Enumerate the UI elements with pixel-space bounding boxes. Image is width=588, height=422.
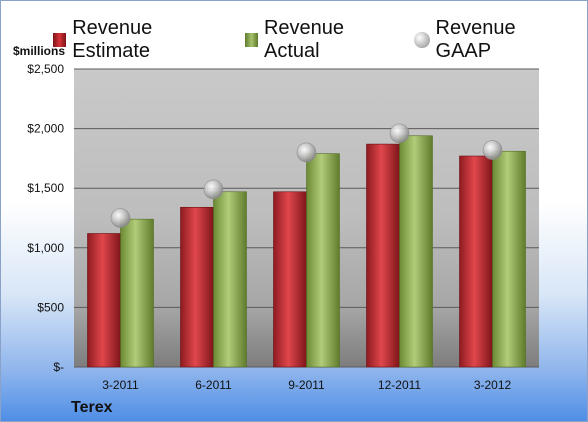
bar-revenue-actual: [399, 135, 433, 368]
bar-revenue-estimate: [273, 191, 307, 368]
legend-item-gaap: Revenue GAAP: [414, 17, 569, 63]
legend-item-actual: Revenue Actual: [244, 17, 397, 63]
point-revenue-gaap: [482, 140, 503, 160]
x-tick-label: 3-2011: [102, 378, 139, 392]
y-tick-label: $2,500: [27, 62, 64, 76]
bar-revenue-estimate: [459, 155, 493, 368]
legend-swatch-estimate: [53, 33, 67, 47]
point-revenue-gaap: [110, 208, 131, 228]
x-tick-label: 9-2011: [288, 378, 325, 392]
legend-swatch-actual: [244, 33, 258, 47]
y-tick-label: $-: [53, 360, 64, 374]
legend-label-actual: Revenue Actual: [263, 17, 345, 62]
bar-revenue-actual: [213, 191, 247, 368]
bar-revenue-actual: [492, 150, 526, 368]
point-revenue-gaap: [296, 142, 317, 163]
legend-item-estimate: Revenue Estimate: [53, 17, 227, 63]
x-tick-label: 3-2012: [474, 378, 512, 392]
legend-swatch-gaap: [414, 32, 430, 48]
bar-revenue-estimate: [180, 206, 214, 368]
bar-revenue-estimate: [87, 233, 121, 368]
bar-revenue-actual: [120, 218, 154, 368]
company-label: Terex: [71, 399, 113, 416]
legend: Revenue Estimate Revenue Actual Revenue …: [53, 17, 587, 63]
x-tick-label: 12-2011: [378, 378, 421, 392]
x-tick-label: 6-2011: [195, 378, 232, 392]
bar-revenue-estimate: [366, 143, 400, 368]
legend-label-estimate: Revenue Estimate: [72, 17, 153, 62]
y-tick-label: $2,000: [27, 122, 64, 136]
y-tick-label: $500: [37, 300, 64, 314]
y-tick-label: $1,500: [27, 181, 64, 195]
bar-revenue-actual: [306, 153, 340, 368]
y-tick-label: $1,000: [27, 241, 64, 255]
legend-label-gaap: Revenue GAAP: [435, 17, 516, 62]
point-revenue-gaap: [389, 123, 410, 144]
y-axis-units-label: $millions: [13, 44, 66, 58]
point-revenue-gaap: [203, 179, 224, 200]
